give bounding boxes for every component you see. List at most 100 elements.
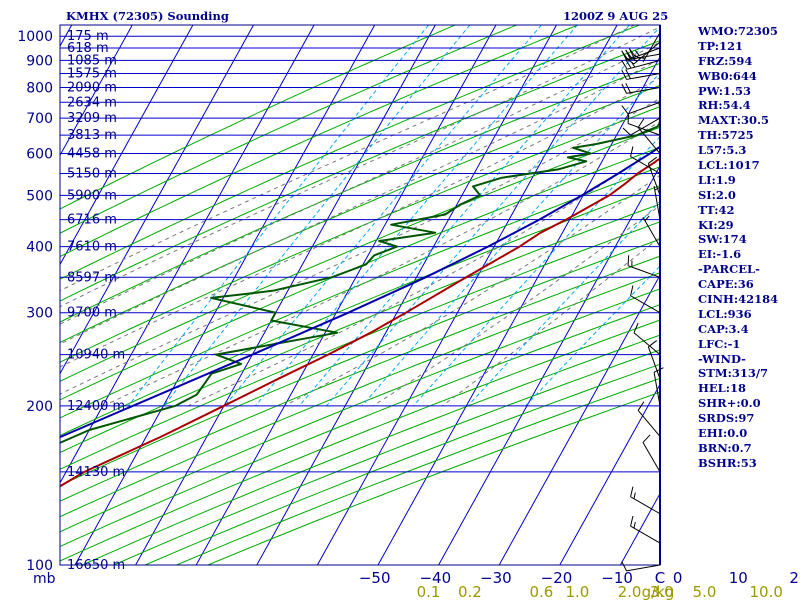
mixing-ratio-line (163, 25, 471, 407)
wind-barb-feather (621, 50, 627, 61)
temperature-tick-label: 20 (789, 569, 800, 587)
index-row: L57:5.3 (698, 143, 747, 158)
mixing-ratio-line (128, 25, 429, 407)
mixing-ratio-label: 0.1 (417, 583, 441, 600)
indices-panel: WMO:72305 TP:121 FRZ:594 WB0:644 PW:1.53 RH:5… (698, 24, 798, 471)
wind-barb-feather (625, 59, 632, 69)
height-label: 7610 m (67, 240, 117, 255)
isotherm-line (256, 25, 557, 565)
mixing-ratio-label: 2.0 (618, 583, 642, 600)
index-row: TH:5725 (698, 128, 754, 143)
wind-barb-staff (630, 156, 661, 174)
index-row: MAXT:30.5 (698, 113, 769, 128)
dry-adiabat (60, 238, 660, 486)
sounding-title: KMHX (72305) Sounding (66, 9, 229, 23)
height-labels: 16650 m 14130 m 12400 m 10940 m 9700 m 8597 m… (67, 29, 125, 573)
moist-adiabat (60, 58, 660, 345)
wind-barb-feather (625, 49, 631, 60)
wind-barb-feather (622, 127, 631, 136)
wind-barb (621, 69, 661, 80)
wind-barb-staff (647, 346, 661, 379)
index-row: TP:121 (698, 38, 744, 53)
temperature-tick-label: 10 (729, 569, 748, 587)
index-row: SW:174 (698, 232, 747, 247)
mixing-ratio-line (413, 135, 660, 407)
moist-adiabat (103, 120, 660, 407)
height-label: 1575 m (67, 67, 117, 82)
wind-barb-feather (642, 434, 651, 443)
wind-barb-staff (627, 265, 661, 278)
index-row: STM:313/7 (698, 366, 769, 381)
wind-barb-staff (647, 163, 661, 196)
isotherm-line (559, 383, 660, 565)
wind-barb-staff (633, 332, 661, 355)
dry-adiabat (60, 146, 660, 401)
plot-frame (59, 24, 661, 566)
height-label: 618 m (67, 41, 109, 56)
dry-adiabat (60, 126, 660, 382)
wind-barb (633, 322, 661, 355)
index-row: RH:54.4 (698, 98, 751, 113)
temperature-tick-label: −40 (419, 569, 451, 587)
wind-barb (630, 515, 661, 544)
pressure-tick-label: 300 (26, 306, 53, 322)
wind-barb-feather (630, 515, 634, 527)
wind-barb (621, 83, 661, 94)
index-row: SI:2.0 (698, 187, 736, 202)
dry-adiabat (60, 40, 660, 302)
wind-barb-half-feather (630, 61, 636, 68)
wind-barb-staff (627, 59, 661, 70)
wind-barb-half-feather (644, 215, 650, 221)
temperature-tick-label: −10 (601, 569, 633, 587)
index-row: WMO:72305 (698, 24, 778, 38)
mixing-ratio-line (298, 25, 630, 407)
index-row: FRZ:594 (698, 53, 753, 68)
height-label: 175 m (67, 29, 109, 44)
isotherm-line (377, 55, 660, 565)
wind-barb-feather (625, 83, 631, 93)
index-row: EI:-1.6 (698, 247, 742, 262)
index-row: HEL:18 (698, 381, 746, 396)
isotherm-line (60, 25, 194, 266)
pressure-tick-label: 100 (26, 558, 53, 574)
wind-barb-half-feather (633, 492, 636, 499)
index-row: BRN:0.7 (698, 440, 752, 455)
moist-adiabat (60, 97, 660, 395)
isotherm-line (0, 25, 11, 565)
isotherm-line (60, 25, 315, 484)
wind-barb-feather (625, 69, 631, 79)
wind-barb-feather (629, 49, 635, 59)
isotherm-line (135, 25, 436, 565)
dry-adiabat (60, 203, 660, 454)
index-row: LCL:1017 (698, 158, 760, 173)
temperature-tick-labels: mb−50−40−30−20−10010203040C (33, 569, 800, 587)
wind-barb-staff (630, 525, 661, 544)
wind-barb (621, 561, 661, 572)
sounding-traces (60, 98, 660, 488)
isotherm-line (438, 165, 660, 565)
wind-barb-feather (633, 322, 639, 333)
wind-barb (647, 156, 661, 196)
isotherm-line (498, 274, 660, 565)
pressure-tick-label: 900 (26, 53, 53, 69)
dry-adiabat (60, 272, 660, 518)
wind-barb (627, 255, 661, 278)
wind-barb-feather (653, 367, 664, 373)
sounding-time: 1200Z 9 AUG 25 (563, 9, 669, 23)
wind-barb (642, 434, 661, 473)
index-row: CAP:3.4 (698, 321, 749, 336)
index-row: -WIND- (698, 351, 746, 366)
wind-barb-staff (642, 442, 661, 473)
wind-barb (630, 285, 661, 314)
height-label: 4458 m (67, 147, 117, 162)
isotherm-line (60, 25, 254, 375)
wind-barb (647, 340, 661, 379)
dry-adiabat (60, 304, 660, 548)
wind-barb (637, 118, 661, 154)
wind-barb (637, 401, 661, 437)
pressure-tick-label: 700 (26, 111, 53, 127)
height-label: 16650 m (67, 558, 125, 573)
mixing-ratio-label: 0.6 (529, 583, 553, 600)
temperature-trace (60, 157, 660, 488)
